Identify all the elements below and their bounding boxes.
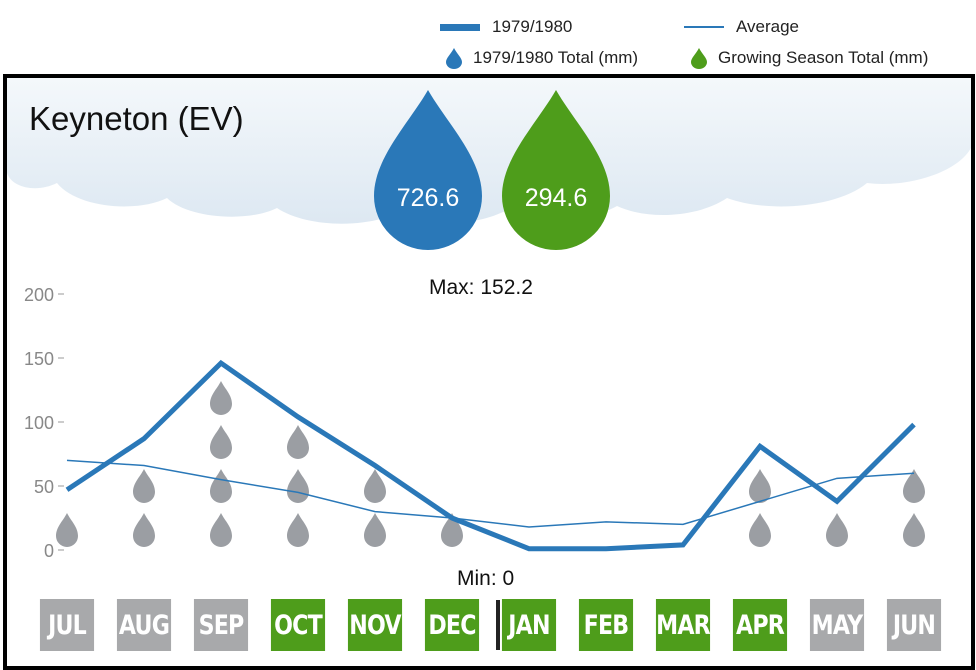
y-tick-label: 100 [24,413,54,433]
rain-drop [364,513,386,547]
y-tick-label: 50 [34,477,54,497]
rain-drop [210,469,232,503]
legend-label-series: 1979/1980 [492,17,572,37]
green-drop-icon [690,47,708,69]
legend-label-total: 1979/1980 Total (mm) [473,48,638,68]
rain-drop [903,513,925,547]
rain-drop [749,469,771,503]
series-line-average [67,460,914,527]
legend-item-total: 1979/1980 Total (mm) [445,47,638,69]
rain-drop [826,513,848,547]
rain-drop [287,513,309,547]
rain-drop [210,425,232,459]
rain-drop [133,469,155,503]
rain-drop [364,469,386,503]
y-tick-label: 150 [24,349,54,369]
rain-drop [287,425,309,459]
legend-label-growing: Growing Season Total (mm) [718,48,928,68]
thick-line-swatch [440,24,480,31]
rain-drop [210,381,232,415]
y-tick-label: 200 [24,285,54,305]
thin-line-swatch [684,26,724,28]
y-tick-label: 0 [44,541,54,561]
rain-drop [56,513,78,547]
chart-frame: Keyneton (EV) 726.6 294.6 Max: 152.2 Min… [3,74,975,670]
rainfall-chart: 0 50 100 150 200 [7,78,971,598]
legend-item-average: Average [684,17,799,37]
year-divider [496,600,500,650]
legend-item-series: 1979/1980 [440,17,572,37]
rain-drop [210,513,232,547]
legend-label-average: Average [736,17,799,37]
legend-item-growing: Growing Season Total (mm) [690,47,928,69]
blue-drop-icon [445,47,463,69]
legend: 1979/1980 Average 1979/1980 Total (mm) G… [0,0,976,74]
series-line-season [67,363,914,549]
rain-drop [133,513,155,547]
rain-drop [287,469,309,503]
rain-drop [749,513,771,547]
